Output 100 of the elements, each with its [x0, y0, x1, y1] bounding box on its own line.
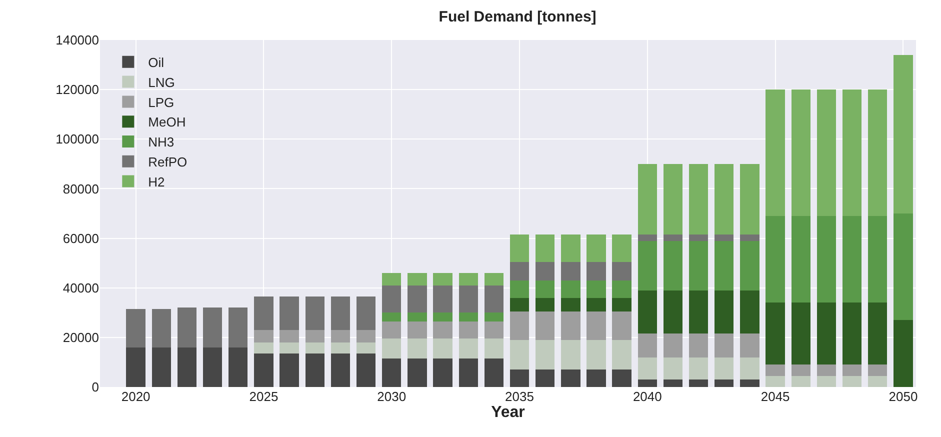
bar	[280, 354, 299, 387]
bar	[484, 285, 504, 313]
bar	[663, 234, 683, 241]
y-tick-label: 140000	[56, 32, 99, 48]
bar	[791, 216, 810, 303]
bar	[740, 164, 760, 235]
bar	[766, 90, 785, 216]
bar	[663, 380, 683, 387]
bar	[305, 354, 324, 387]
bar	[638, 380, 657, 387]
bar	[842, 376, 862, 387]
bar	[612, 234, 632, 262]
bar	[586, 234, 606, 262]
x-tick-label: 2020	[121, 389, 150, 404]
y-tick-label: 60000	[62, 230, 99, 246]
legend-label: NH3	[148, 134, 174, 150]
bar	[586, 370, 606, 387]
bar	[816, 216, 836, 303]
bar	[894, 54, 913, 214]
bar	[688, 164, 708, 235]
x-tick-label: 2050	[888, 389, 918, 404]
bar	[536, 262, 555, 280]
bar	[612, 340, 632, 370]
bar	[382, 338, 402, 358]
bar	[816, 364, 836, 376]
bar	[330, 296, 350, 330]
bar	[586, 298, 606, 312]
bar	[561, 280, 580, 298]
bar	[536, 298, 555, 312]
bar	[484, 321, 504, 339]
bar	[484, 358, 504, 387]
bar	[510, 340, 530, 370]
bar	[382, 358, 402, 387]
bar	[740, 334, 760, 358]
bar	[714, 380, 734, 387]
bar	[177, 347, 197, 387]
bar	[536, 370, 555, 387]
bar	[663, 240, 683, 290]
bar	[536, 340, 555, 370]
bar	[536, 311, 555, 340]
bar	[816, 302, 836, 365]
bar	[638, 240, 657, 290]
bar	[561, 234, 580, 262]
bar	[330, 330, 350, 342]
bar	[894, 320, 913, 387]
bar	[740, 357, 760, 380]
y-tick-label: 80000	[62, 181, 99, 196]
bar	[688, 240, 708, 290]
bar	[433, 338, 452, 358]
bar	[458, 321, 478, 339]
bar	[510, 311, 530, 340]
bar	[484, 338, 504, 358]
bar	[408, 338, 427, 358]
bar	[714, 234, 734, 241]
bar	[561, 370, 580, 387]
bar	[688, 234, 708, 241]
bar	[638, 164, 657, 235]
bar	[894, 214, 913, 320]
bar	[638, 357, 657, 380]
legend-label: MeOH	[148, 114, 186, 130]
bar	[766, 302, 785, 365]
bar	[228, 347, 248, 387]
bar	[612, 262, 632, 280]
bar	[714, 334, 734, 358]
bar	[280, 330, 299, 342]
bar	[868, 376, 888, 387]
bar	[280, 296, 299, 330]
bar	[126, 347, 146, 387]
bar	[330, 354, 350, 387]
bar	[842, 216, 862, 303]
bar	[305, 296, 324, 330]
legend-label: Oil	[148, 54, 164, 70]
bar	[433, 358, 452, 387]
bar	[330, 342, 350, 354]
bar	[433, 312, 452, 322]
bar	[536, 280, 555, 298]
bar	[612, 298, 632, 312]
bar	[458, 285, 478, 313]
y-tick-label: 100000	[56, 132, 99, 147]
bar	[510, 298, 530, 312]
bar	[561, 311, 580, 340]
bar	[586, 311, 606, 340]
bar	[766, 376, 785, 387]
x-tick-label: 2045	[760, 389, 790, 404]
bar	[612, 311, 632, 340]
bar	[228, 308, 248, 348]
bar	[356, 354, 376, 387]
bar	[688, 380, 708, 387]
bar	[612, 370, 632, 387]
bar	[586, 262, 606, 280]
x-tick-label: 2040	[632, 389, 662, 404]
x-tick-label: 2030	[377, 389, 406, 404]
bar	[663, 164, 683, 235]
bar	[740, 380, 760, 387]
bar	[254, 296, 274, 330]
bar	[842, 90, 862, 216]
y-tick-label: 120000	[56, 82, 99, 98]
x-tick-label: 2035	[505, 389, 534, 404]
bar	[663, 334, 683, 358]
bar	[842, 364, 862, 376]
